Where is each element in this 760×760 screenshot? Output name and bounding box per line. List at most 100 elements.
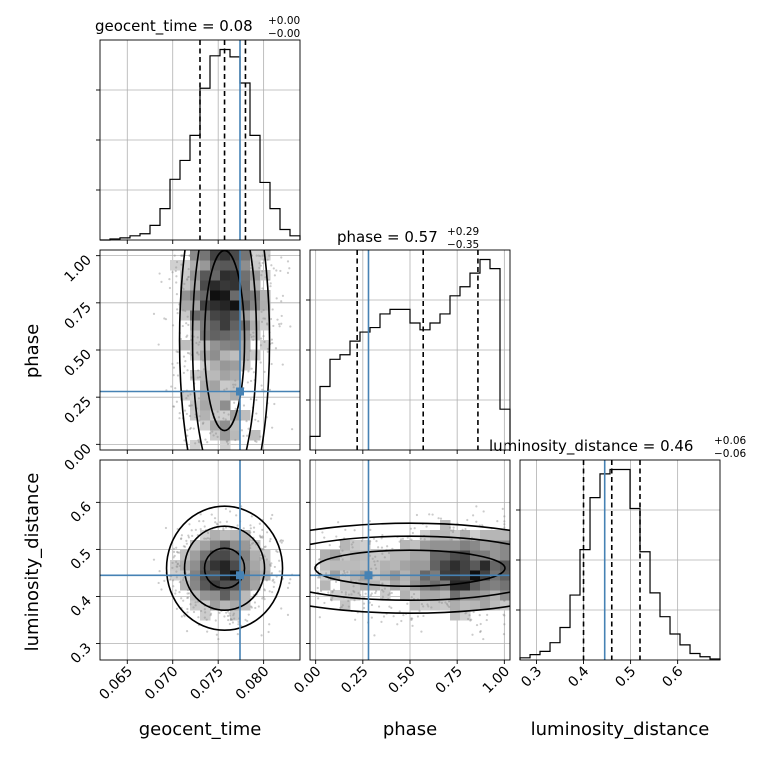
sample-point — [270, 338, 273, 341]
density-cell — [350, 590, 361, 601]
density-cell — [230, 360, 241, 371]
density-cell — [240, 320, 251, 331]
density-cell — [230, 370, 241, 381]
density-cell — [250, 540, 261, 551]
x-tick-label: 0.3 — [518, 664, 545, 691]
sample-point — [196, 351, 199, 355]
density-cell — [240, 250, 251, 261]
sample-point — [334, 580, 338, 584]
sample-point — [390, 591, 393, 595]
sample-point — [399, 538, 403, 541]
sample-point — [226, 442, 230, 446]
density-cell — [340, 560, 351, 571]
sample-point — [236, 633, 239, 636]
sample-point — [382, 615, 386, 618]
sample-point — [269, 317, 273, 321]
density-cell — [340, 540, 351, 551]
sample-point — [198, 441, 201, 444]
density-cell — [480, 550, 491, 561]
sample-point — [318, 558, 321, 561]
sample-point — [197, 343, 200, 346]
sample-point — [410, 596, 413, 599]
sample-point — [260, 634, 263, 637]
sample-point — [341, 604, 344, 607]
density-cell — [490, 540, 501, 551]
sample-point — [192, 606, 195, 609]
sample-point — [186, 588, 190, 592]
title-luminosity-distance-median: 0.46 — [660, 437, 693, 455]
sample-point — [209, 612, 213, 615]
sample-point — [187, 276, 190, 279]
density-cell — [430, 550, 441, 561]
sample-point — [223, 615, 226, 618]
sample-point — [205, 537, 208, 540]
density-cell — [200, 380, 211, 391]
sample-point — [449, 538, 452, 541]
sample-point — [163, 317, 166, 320]
density-cell — [220, 270, 231, 281]
sample-point — [202, 368, 206, 371]
sample-point — [246, 381, 249, 384]
sample-point — [192, 610, 196, 614]
density-cell — [420, 550, 431, 561]
sample-point — [383, 556, 386, 559]
density-cell — [450, 550, 461, 561]
density-cell — [210, 270, 221, 281]
sample-point — [269, 564, 272, 567]
sample-point — [178, 591, 181, 594]
y-tick-label: 0.5 — [68, 546, 95, 573]
sample-point — [198, 419, 201, 422]
density-cell — [210, 410, 221, 421]
contour-level-0 — [203, 547, 246, 590]
sample-point — [350, 579, 353, 582]
sample-point — [186, 315, 189, 318]
sample-point — [186, 394, 190, 397]
sample-point — [203, 537, 206, 540]
density-cell — [230, 430, 241, 441]
sample-point — [261, 597, 264, 600]
density-cell — [430, 560, 441, 571]
sample-point — [479, 630, 482, 633]
sample-point — [191, 534, 194, 537]
sample-point — [420, 630, 423, 633]
density-cell — [430, 600, 441, 611]
sample-point — [175, 293, 179, 296]
sample-point — [503, 523, 506, 526]
density-cell — [230, 590, 241, 601]
sample-point — [270, 264, 273, 267]
sample-point — [423, 538, 426, 541]
sample-point — [222, 411, 226, 414]
sample-point — [381, 533, 384, 537]
sample-point — [178, 412, 181, 415]
sample-point — [188, 254, 192, 257]
density-cell — [400, 550, 411, 561]
density-cell — [200, 260, 211, 271]
sample-point — [233, 617, 236, 620]
density-cell — [200, 610, 211, 621]
density-cell — [450, 560, 461, 571]
sample-point — [240, 429, 244, 432]
density-cell — [210, 280, 221, 291]
sample-point — [369, 594, 372, 597]
density-cell — [190, 560, 201, 571]
density-cell — [460, 580, 471, 591]
sample-point — [206, 630, 209, 633]
sample-point — [259, 435, 262, 438]
density-cell — [180, 260, 191, 271]
sample-point — [183, 282, 186, 285]
density-cell — [370, 550, 381, 561]
sample-point — [168, 278, 171, 281]
sample-point — [199, 527, 202, 531]
sample-point — [215, 522, 219, 525]
sample-point — [171, 362, 174, 365]
sample-point — [201, 422, 205, 425]
sample-point — [255, 412, 258, 415]
sample-point — [259, 556, 262, 560]
axes-frame — [99, 459, 301, 661]
sample-point — [180, 615, 183, 618]
sample-point — [186, 428, 189, 432]
sample-point — [260, 557, 264, 560]
sample-point — [172, 405, 176, 408]
density-cell — [200, 530, 211, 541]
sample-point — [411, 617, 414, 620]
